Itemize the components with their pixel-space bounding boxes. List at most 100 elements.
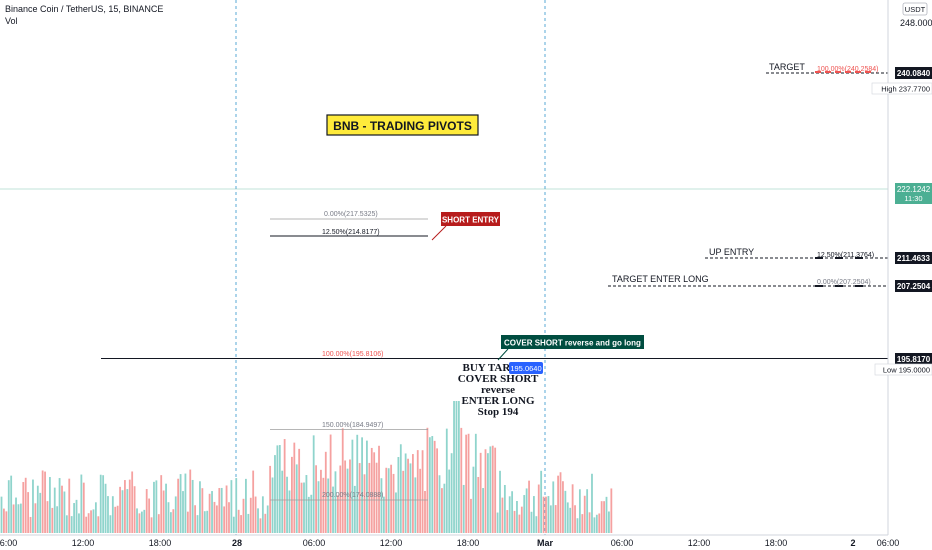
volume-bar xyxy=(61,485,63,533)
volume-bar xyxy=(547,496,550,533)
volume-bar xyxy=(223,506,226,533)
volume-bar xyxy=(409,463,412,533)
volume-bar xyxy=(85,516,88,533)
volume-bar xyxy=(363,474,366,533)
volume-bar xyxy=(528,480,530,533)
volume-bar xyxy=(479,452,482,533)
fib-label-200: 200.00%(174.0888) xyxy=(322,492,384,499)
volume-bar xyxy=(70,516,73,533)
target-enter-long-fib-label: 0.00%(207.2504) xyxy=(817,279,871,286)
volume-bar xyxy=(407,458,409,533)
volume-bar xyxy=(397,457,400,533)
volume-bar xyxy=(416,450,419,533)
volume-bar xyxy=(247,513,250,533)
volume-bars xyxy=(0,401,613,533)
volume-bar xyxy=(445,428,448,533)
volume-bar xyxy=(121,490,124,533)
volume-bar xyxy=(215,505,218,533)
target-text: TARGET xyxy=(769,62,805,72)
volume-bar xyxy=(373,452,376,533)
volume-bar xyxy=(22,482,25,533)
volume-bar xyxy=(39,492,42,533)
volume-bar xyxy=(237,509,240,533)
volume-bar xyxy=(324,451,327,533)
volume-bar xyxy=(581,514,584,533)
volume-bar xyxy=(545,496,547,533)
volume-bar xyxy=(194,505,196,533)
volume-bar xyxy=(3,508,5,533)
volume-bar xyxy=(511,491,514,533)
time-scale[interactable]: 06:00 12:00 18:00 28 06:00 12:00 18:00 Mar 06:00… xyxy=(0,534,899,548)
volume-bar xyxy=(378,445,380,533)
volume-bar xyxy=(160,475,163,533)
volume-bar xyxy=(186,511,189,533)
volume-bar xyxy=(80,474,83,533)
low-marker-text: 195.0640 xyxy=(510,364,541,373)
target-price-tag-text: 240.0840 xyxy=(897,69,931,78)
x-tick-label: Mar xyxy=(537,538,554,548)
title-text: BNB - TRADING PIVOTS xyxy=(333,119,472,133)
volume-bar xyxy=(436,448,438,533)
volume-bar xyxy=(540,470,543,533)
cover-short-label[interactable] xyxy=(501,335,644,349)
fib-label-125: 12.50%(214.8177) xyxy=(322,229,380,236)
volume-bar xyxy=(75,499,78,533)
volume-bar xyxy=(608,511,610,533)
volume-bar xyxy=(426,427,429,533)
up-entry-price-text: 211.4633 xyxy=(897,254,930,263)
volume-bar xyxy=(170,512,172,533)
volume-bar xyxy=(421,450,424,533)
volume-bar xyxy=(34,503,37,533)
volume-bar xyxy=(206,510,209,533)
volume-bar xyxy=(339,465,342,533)
short-entry-label[interactable] xyxy=(441,212,500,226)
volume-bar xyxy=(356,434,359,533)
volume-bar xyxy=(554,505,557,533)
current-price-tag xyxy=(895,183,932,204)
volume-bar xyxy=(455,401,458,533)
volume-bar xyxy=(78,513,80,533)
volume-bar xyxy=(349,459,351,533)
volume-bar xyxy=(73,503,75,533)
title-box[interactable] xyxy=(326,114,479,136)
volume-bar xyxy=(92,509,95,533)
support-price-tag xyxy=(895,353,932,365)
volume-bar xyxy=(232,516,235,533)
short-entry-text: SHORT ENTRY xyxy=(442,216,500,225)
volume-bar xyxy=(467,433,470,533)
volume-bar xyxy=(82,482,85,533)
price-scale[interactable]: 248.0000244.0000240.0000236.0000232.0000… xyxy=(871,0,932,550)
buy-line-2: COVER SHORT xyxy=(458,373,539,385)
volume-bar xyxy=(404,453,407,533)
volume-bar xyxy=(424,490,426,533)
volume-bar xyxy=(414,477,417,533)
volume-bar xyxy=(598,513,601,533)
volume-bar xyxy=(128,479,131,533)
volume-bar xyxy=(399,444,402,533)
volume-bar xyxy=(520,506,523,533)
buy-line-4: ENTER LONG xyxy=(461,395,534,407)
x-tick-label: 06:00 xyxy=(611,538,634,548)
volume-bar xyxy=(167,502,170,533)
volume-bar xyxy=(443,483,446,533)
volume-bar xyxy=(107,496,109,533)
volume-bar xyxy=(102,475,105,533)
cover-short-pointer xyxy=(497,348,509,361)
volume-bar xyxy=(496,512,499,533)
volume-bar xyxy=(457,401,460,533)
symbol-title: Binance Coin / TetherUS, 15, BINANCE xyxy=(5,4,163,14)
volume-bar xyxy=(5,511,8,533)
x-tick-label: 18:00 xyxy=(457,538,480,548)
volume-bar xyxy=(310,494,313,533)
volume-bar xyxy=(15,497,17,533)
volume-bar xyxy=(264,513,267,533)
volume-bar xyxy=(482,488,484,533)
volume-bar xyxy=(211,491,213,533)
volume-bar xyxy=(503,484,506,533)
volume-bar xyxy=(419,468,422,533)
target-long-price-text: 207.2504 xyxy=(897,282,931,291)
fib-drawings: 0.00%(217.5325) 12.50%(214.8177) 100.00%… xyxy=(101,71,888,501)
volume-bar xyxy=(465,434,468,533)
volume-bar xyxy=(90,510,92,533)
